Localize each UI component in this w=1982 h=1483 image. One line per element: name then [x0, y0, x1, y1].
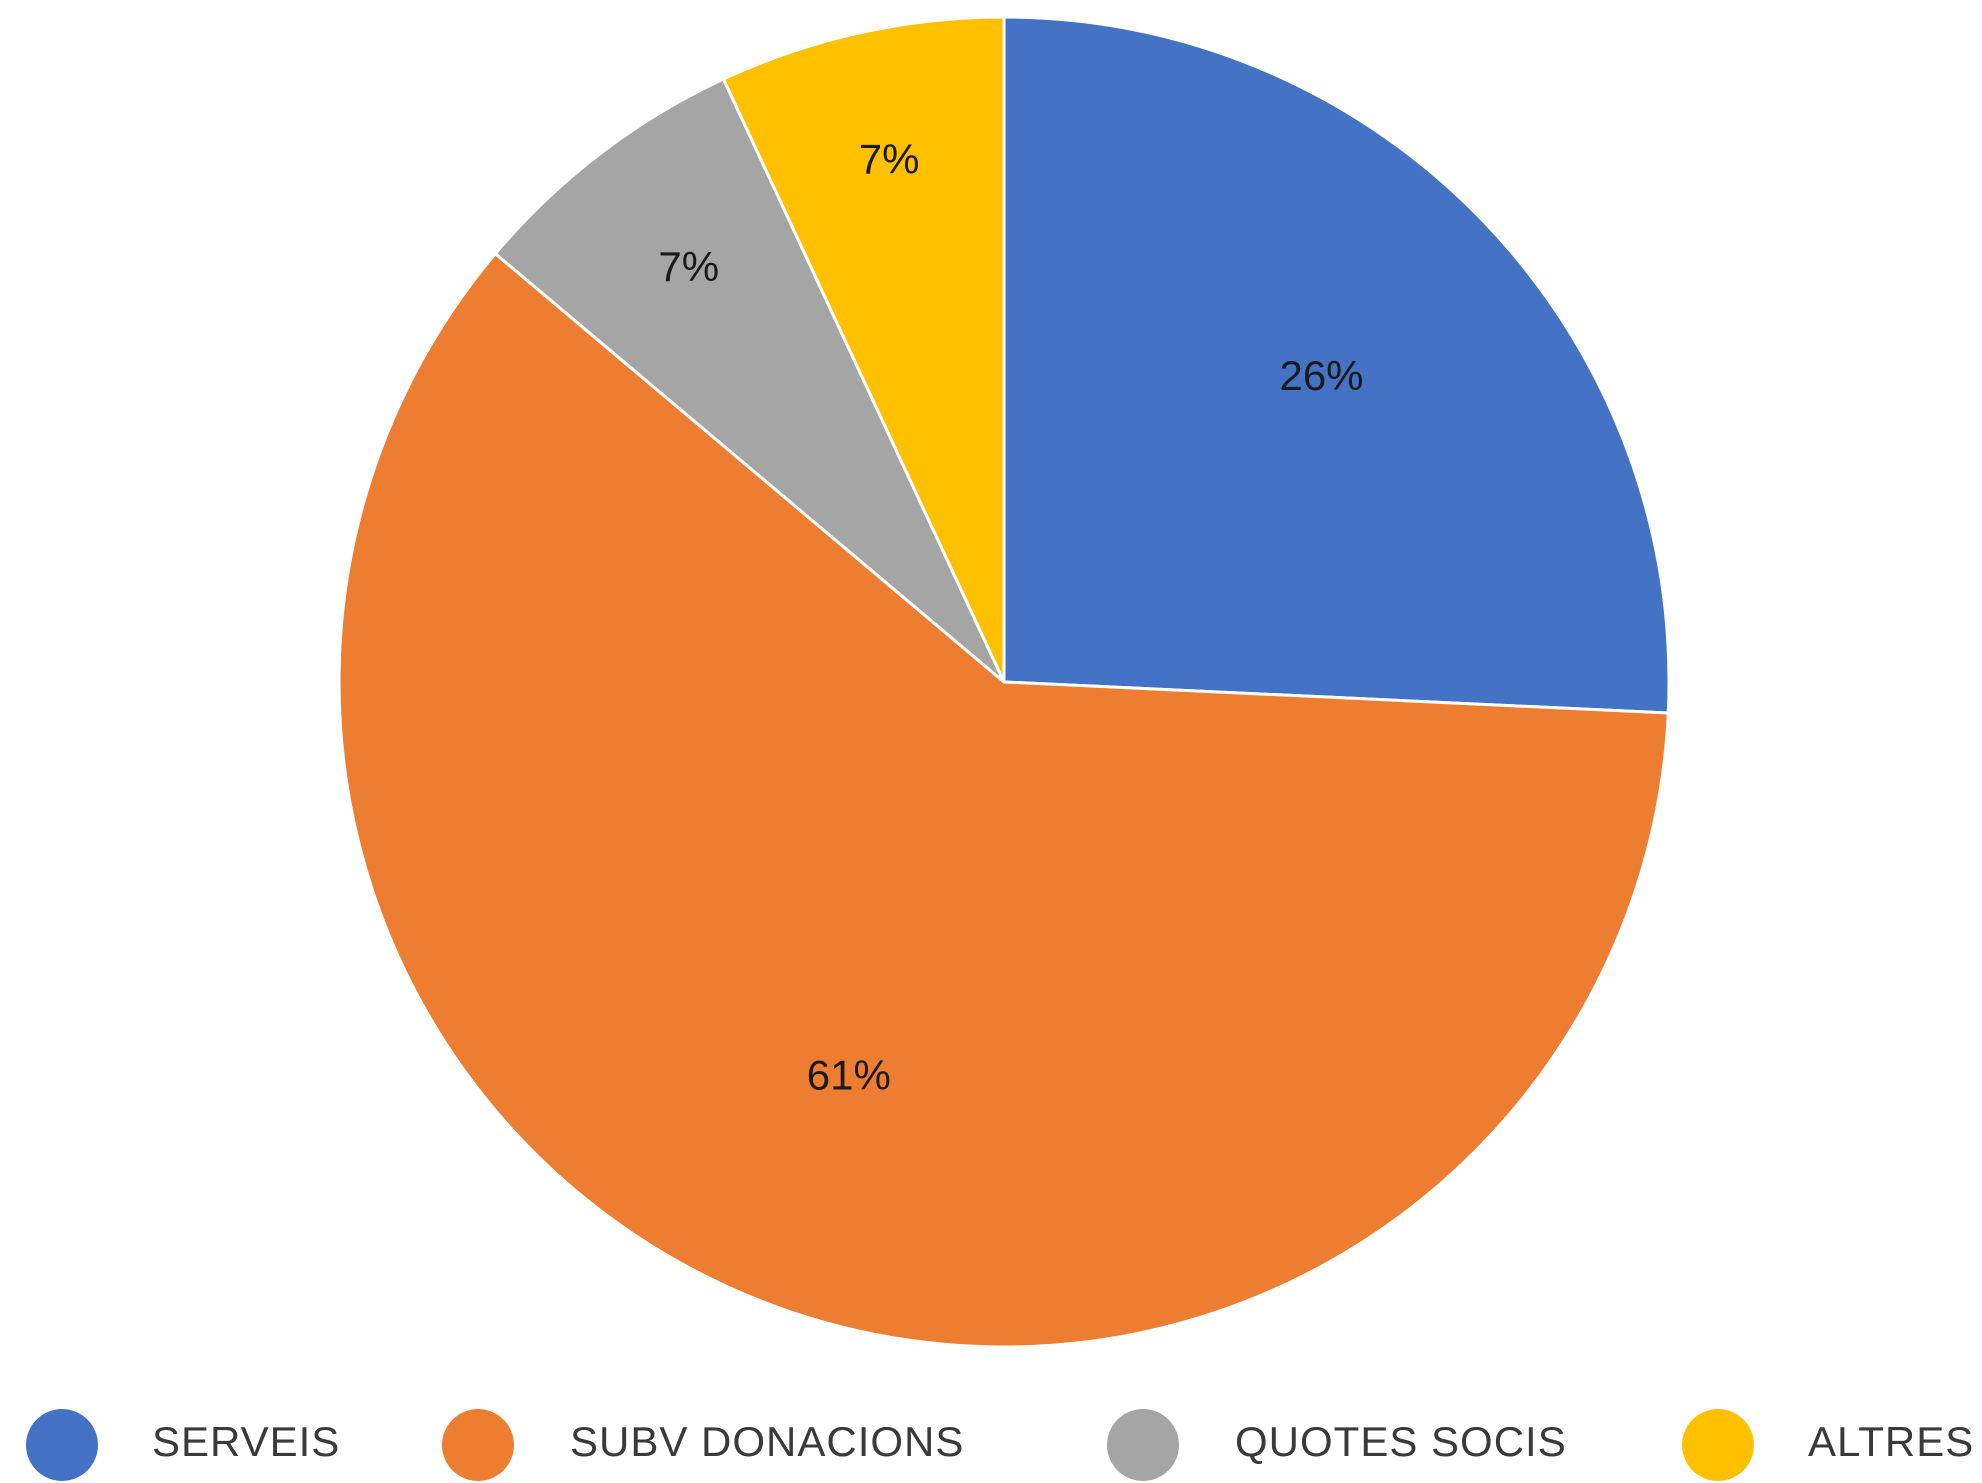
- slice-label-quotes-socis: 7%: [658, 243, 719, 290]
- pie-slice-quotes-socis: [493, 77, 1006, 684]
- legend: SERVEIS SUBV DONACIONS QUOTES SOCIS ALTRES: [26, 1409, 1974, 1481]
- legend-label-subv-donacions: SUBV DONACIONS: [570, 1418, 964, 1465]
- pie-slices: [337, 15, 1671, 1349]
- slice-label-serveis: 26%: [1279, 352, 1363, 399]
- legend-marker-quotes-socis: [1107, 1409, 1179, 1481]
- legend-label-quotes-socis: QUOTES SOCIS: [1235, 1418, 1567, 1465]
- pie-slice-labels: 26% 61% 7% 7%: [658, 136, 1363, 1099]
- legend-marker-altres: [1682, 1409, 1754, 1481]
- legend-label-altres: ALTRES: [1808, 1418, 1974, 1465]
- legend-marker-serveis: [26, 1409, 98, 1481]
- legend-marker-subv-donacions: [442, 1409, 514, 1481]
- pie-slice-serveis: [1002, 15, 1671, 715]
- slice-label-subv-donacions: 61%: [807, 1051, 891, 1098]
- legend-label-serveis: SERVEIS: [152, 1418, 340, 1465]
- slice-label-altres: 7%: [859, 136, 920, 183]
- pie-slice-altres: [721, 15, 1006, 683]
- pie-slice-subv-donacions: [337, 251, 1670, 1349]
